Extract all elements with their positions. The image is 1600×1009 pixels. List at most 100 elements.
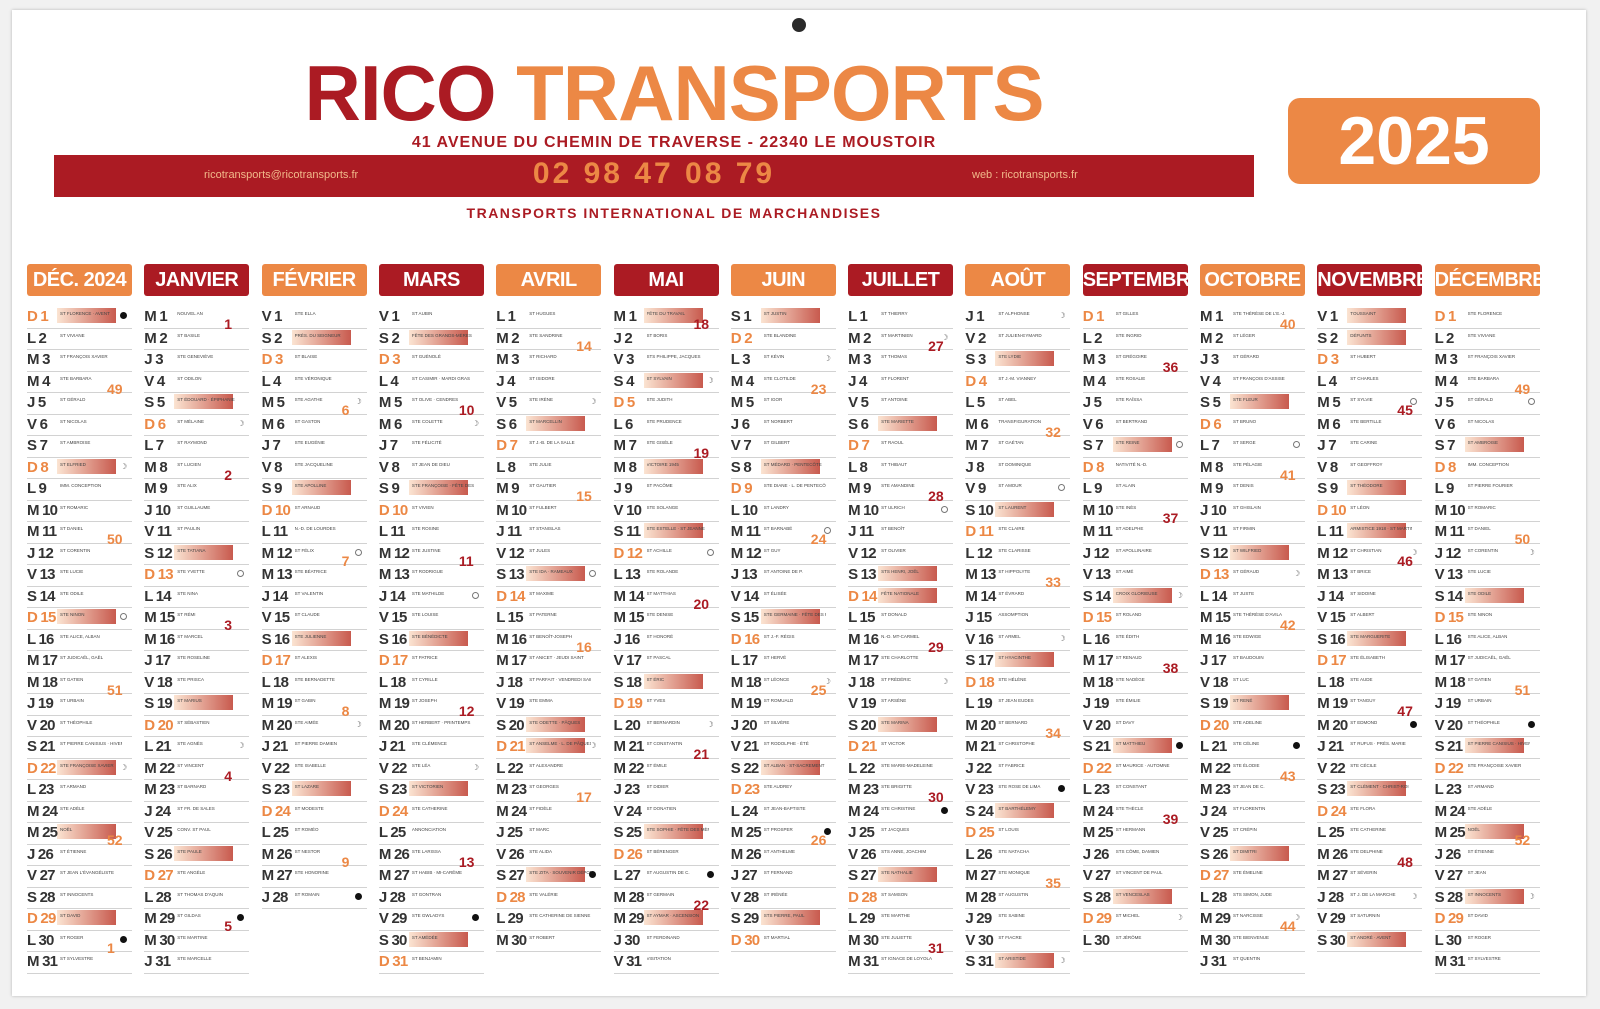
saint-name: ST JEAN: [1467, 870, 1487, 875]
saint-name: ST MARCELLIN: [529, 418, 562, 424]
day-label: J 11: [496, 523, 522, 540]
day-label: V 1: [378, 308, 400, 325]
day-row: L 18 STE BERNADETTE: [261, 672, 367, 694]
day-row: V 24 ST DONATIEN: [613, 801, 719, 823]
day-label: M 4: [1434, 372, 1458, 390]
day-row: M 2 STE SANDRINE 14: [496, 328, 602, 354]
saint-name: STE EUGÉNIE: [294, 440, 325, 445]
day-label: D 24: [261, 802, 291, 820]
day-row: V 18 ST LUC: [1200, 672, 1305, 694]
day-row: J 19 STE ÉMILIE: [1082, 693, 1188, 716]
quarter-moon-icon: ☽: [589, 397, 597, 406]
day-row: D 17 ST PATRICE: [378, 650, 484, 673]
day-row: M 12 ST GUY: [730, 543, 836, 565]
saint-name: ST ARNAUD: [294, 504, 321, 510]
day-row: L 8 ST THIBAUT: [848, 457, 954, 479]
day-label: J 30: [613, 931, 641, 949]
day-label: V 6: [1434, 415, 1456, 433]
saint-name: ST BERTRAND: [1115, 418, 1148, 424]
day-label: V 22: [1317, 759, 1345, 777]
day-row: J 8 ST DOMINIQUE: [965, 457, 1071, 479]
day-label: J 27: [730, 867, 758, 884]
day-row: D 24 STE CATHERINE: [378, 801, 484, 823]
week-number: 32: [1045, 423, 1061, 440]
day-row: M 29 ST AYMAR · ASCENSION: [613, 908, 719, 931]
day-row: M 31 ST SYLVESTRE: [1434, 951, 1540, 974]
saint-name: ST AMBROISE: [1467, 440, 1499, 445]
day-row: D 22 ST MAURICE · AUTOMNE: [1082, 758, 1188, 780]
saint-name: ST RODOLPHE · ÉTÉ: [763, 741, 809, 746]
day-row: M 12 ST CHRISTIAN ☽ 46: [1317, 543, 1423, 569]
saint-name: STE ALIDA: [529, 848, 552, 854]
saint-name: ST SERGE: [1233, 440, 1256, 445]
day-row: V 9 ST AMOUR: [965, 478, 1071, 501]
company-name: RICO TRANSPORTS: [274, 48, 1074, 138]
week-number: 39: [1162, 810, 1179, 827]
day-label: L 6: [613, 415, 634, 433]
saint-name: ST ALPHONSE: [998, 311, 1030, 316]
day-row: M 23 ST JEAN DE C.: [1200, 779, 1305, 802]
day-label: M 12: [730, 544, 762, 562]
day-row: J 24 ST FR. DE SALES: [144, 801, 250, 823]
holiday-highlight: [57, 609, 116, 624]
day-label: D 17: [1317, 652, 1346, 669]
saint-name: ST FRANÇOIS XAVIER: [60, 354, 108, 359]
day-row: J 18 ST PARFAIT · VENDREDI SAINT: [496, 672, 602, 694]
new-moon-icon: [1293, 742, 1300, 749]
saint-name: STE MARGUERITE: [1350, 633, 1391, 639]
saint-name: ST RAYMOND: [177, 440, 207, 445]
day-row: L 28 ST THOMAS D'AQUIN: [144, 887, 250, 909]
week-number: 14: [576, 337, 592, 354]
day-label: D 23: [730, 781, 760, 798]
day-label: L 3: [730, 351, 751, 368]
day-row: V 5 STE IRÈNE ☽: [496, 392, 602, 415]
day-row: D 13 ST GÉRAUD ☽: [1200, 564, 1305, 587]
day-row: M 8 VICTOIRE 1945: [613, 457, 719, 479]
saint-name: ST FLORENTIN: [1233, 805, 1266, 811]
holiday-highlight: [174, 544, 234, 560]
saint-name: PRÉS. DU SEIGNEUR: [294, 332, 341, 338]
day-label: V 30: [965, 931, 994, 949]
day-row: L 16 STE ÉDITH: [1082, 629, 1188, 651]
saint-name: ST PIERRE CANISIUS · HIVER: [1467, 741, 1530, 746]
day-row: D 22 STE FRANÇOISE XAVIER: [1434, 758, 1540, 780]
holiday-highlight: [878, 587, 938, 603]
new-moon-icon: [589, 871, 597, 878]
day-label: M 31: [27, 953, 58, 970]
day-row: D 22 STE FRANÇOISE XAVIER ☽: [27, 758, 132, 780]
day-label: M 2: [144, 329, 167, 347]
day-label: V 11: [1200, 523, 1228, 540]
day-label: L 7: [144, 437, 164, 454]
day-row: S 30 ST AMÉDÉE: [378, 930, 484, 952]
day-label: V 13: [1082, 566, 1111, 583]
saint-name: STE ISABELLE: [294, 762, 326, 768]
day-label: V 20: [27, 716, 55, 734]
day-row: S 7 STE REINE: [1082, 435, 1188, 458]
day-row: L 29 STE MARTHE: [848, 908, 954, 931]
quarter-moon-icon: ☽: [1175, 913, 1183, 922]
saint-name: ST CRÉPIN: [1233, 827, 1257, 832]
day-label: L 8: [848, 458, 868, 476]
saint-name: ST ODILON: [177, 375, 202, 381]
holiday-highlight: [878, 566, 938, 581]
day-row: M 12 STE JUSTINE 11: [378, 543, 484, 569]
day-row: L 16 STE ALICE, ALBAN: [1434, 629, 1540, 651]
calendar-year: 2025: [1288, 98, 1540, 184]
day-row: L 16 STE ALICE, ALBAN: [27, 629, 132, 651]
saint-name: STE LUCIE: [60, 569, 84, 574]
day-row: M 3 ST THOMAS: [848, 349, 954, 372]
quarter-moon-icon: ☽: [1410, 547, 1418, 557]
week-number: 26: [810, 832, 827, 848]
holiday-highlight: [57, 458, 116, 474]
day-row: S 27 STE ZITA · SOUVENIR DÉPORTÉS: [496, 865, 602, 888]
saint-name: ST FLORENT: [881, 375, 910, 381]
quarter-moon-icon: ☽: [354, 397, 362, 406]
company-name-part1: RICO: [304, 49, 496, 137]
saint-name: ST VICTOR: [881, 741, 905, 746]
day-row: M 11 ST DANIEL 50: [27, 521, 132, 547]
day-row: M 19 ST ROMUALD: [730, 693, 836, 716]
day-row: J 27 ST FERNAND: [730, 865, 836, 888]
day-row: D 7 ST RAOUL: [848, 435, 954, 458]
day-row: J 29 STE SABINE: [965, 908, 1071, 931]
day-row: D 5 STE JUDITH: [613, 392, 719, 415]
